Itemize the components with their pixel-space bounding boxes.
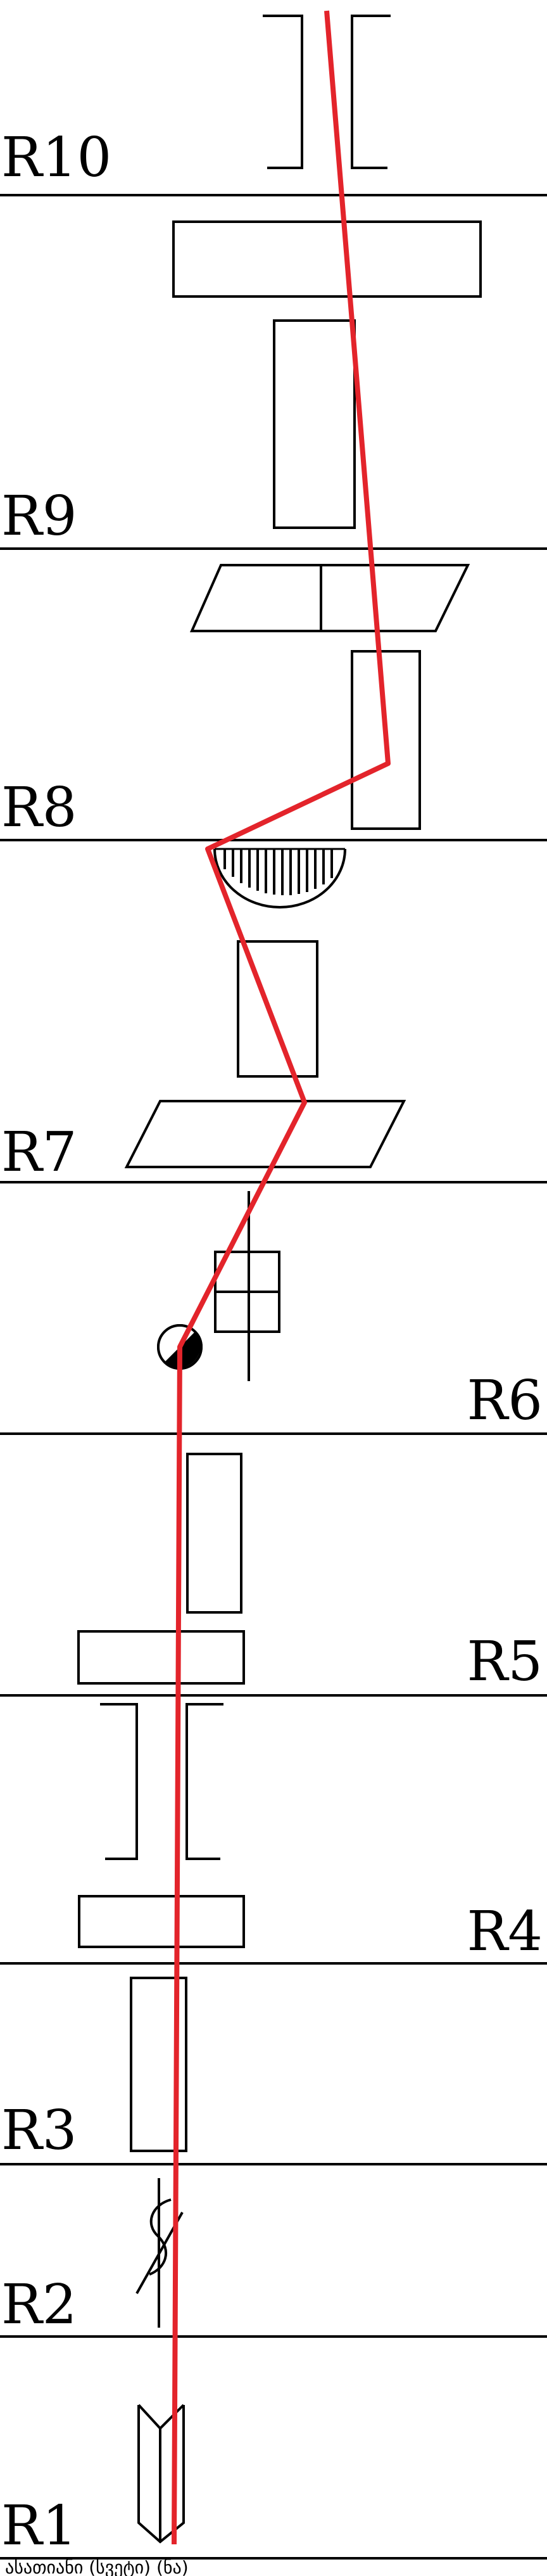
r10-bracket-symbol <box>263 15 391 169</box>
row-label-r5: R5 <box>467 1630 543 1693</box>
row-label-r10: R10 <box>1 126 111 189</box>
row-label-r3: R3 <box>1 2099 77 2162</box>
r7-parallelogram <box>124 1100 406 1168</box>
row-label-r1: R1 <box>1 2494 77 2558</box>
r8-parallelogram <box>189 564 470 632</box>
row-separators <box>0 194 547 2560</box>
row-label-r6: R6 <box>467 1369 543 1432</box>
r5-wide-rectangle <box>77 1630 245 1685</box>
row-labels: R10 R9 R8 R7 R6 R5 R4 R3 R2 R1 <box>1 126 543 2558</box>
r9-wide-rectangle <box>172 220 482 298</box>
row-label-r9: R9 <box>1 485 77 548</box>
red-trace-line <box>172 10 391 2545</box>
r5-tall-rectangle <box>186 1453 242 1614</box>
row-label-r7: R7 <box>1 1121 77 1184</box>
row-label-r4: R4 <box>467 1900 543 1963</box>
diagram-caption: ასათიანი (სვეტი) (ნა) <box>5 2557 189 2576</box>
r4-wide-rectangle <box>78 1895 245 1948</box>
r4-bracket-symbol <box>100 1703 223 1860</box>
row-label-r2: R2 <box>1 2273 77 2337</box>
r9-tall-rectangle <box>273 319 356 529</box>
r7-hatched-semicircle <box>213 848 346 909</box>
row-label-r8: R8 <box>1 776 77 839</box>
